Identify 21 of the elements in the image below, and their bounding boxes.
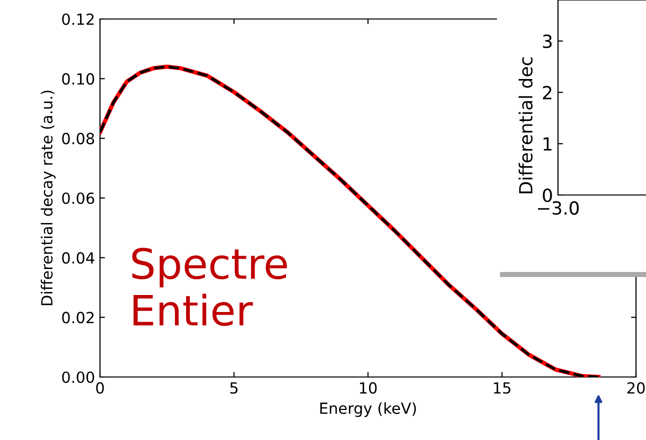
x-tick-label: 0 <box>96 382 104 394</box>
y-axis-title: Differential decay rate (a.u.) <box>40 90 56 306</box>
y-tick-label: 1 <box>544 137 552 151</box>
y-tick-label: 0.02 <box>62 312 94 324</box>
annotation: Spectre Entier <box>132 248 287 326</box>
y-tick-label: 0.06 <box>62 192 94 204</box>
x-tick-label: 10 <box>360 382 377 394</box>
y-tick-label: 0 <box>542 188 552 202</box>
y-tick-label: 3 <box>543 34 552 48</box>
x-tick-label: 20 <box>627 382 645 394</box>
y-axis-title: Differential dec <box>518 57 533 194</box>
y-tick-label: 0.00 <box>62 371 94 384</box>
y-tick-label: 2 <box>542 86 552 100</box>
y-tick-label: 0.04 <box>62 252 94 264</box>
y-tick-label: 0.10 <box>62 73 94 85</box>
y-tick-label: 0.12 <box>62 13 94 26</box>
x-tick-label: 15 <box>494 382 510 394</box>
x-tick-label: 5 <box>230 382 238 394</box>
y-tick-label: 0.08 <box>62 132 94 144</box>
x-axis-title: Energy (keV) <box>320 402 416 417</box>
annotation: −3.0 <box>538 201 579 215</box>
